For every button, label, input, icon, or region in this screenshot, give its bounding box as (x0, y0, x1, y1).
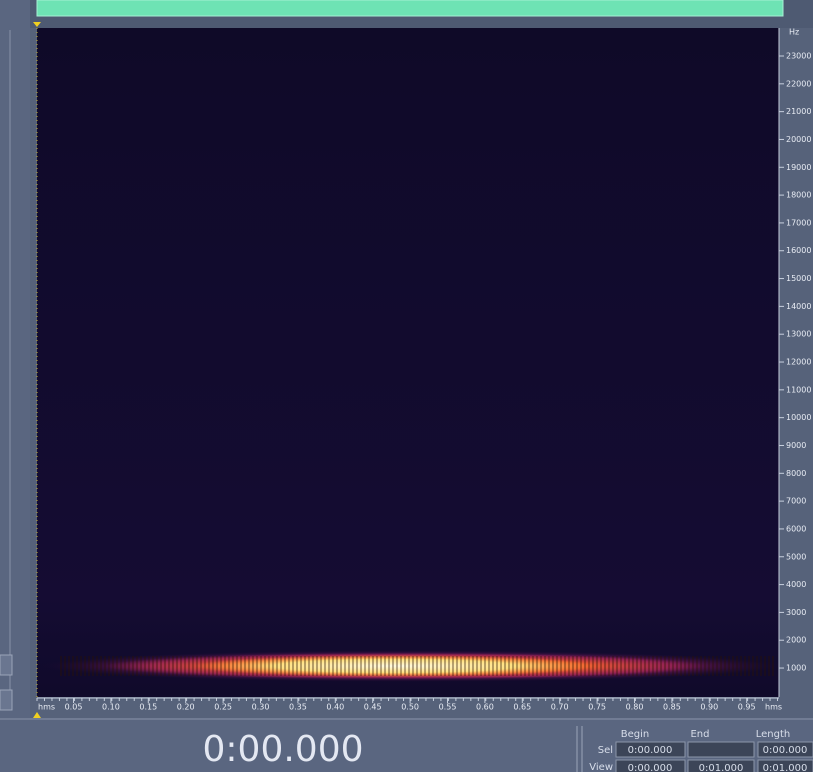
column-header: End (690, 729, 709, 740)
sel-length-field[interactable] (757, 741, 813, 758)
time-label: 0.25 (214, 703, 232, 712)
frequency-unit: Hz (789, 28, 799, 37)
frequency-ticks: 23000 22000 21000 20000 19000 18000 17000 16000… (779, 52, 811, 673)
side-button[interactable] (0, 689, 13, 711)
frequency-label: 2000 (786, 636, 806, 645)
frequency-label: 15000 (786, 274, 811, 283)
time-label: 0.50 (401, 703, 419, 712)
frequency-label: 5000 (786, 552, 806, 561)
time-label: 0.05 (65, 703, 83, 712)
frequency-label: 17000 (786, 218, 811, 227)
time-label: 0.60 (476, 703, 494, 712)
side-panel (0, 0, 30, 718)
spectrogram (37, 28, 779, 697)
frequency-label: 9000 (786, 441, 806, 450)
time-ticks: 0.05 0.10 0.15 0.20 0.25 0.30 0.35 0.40 0.45 0.50… (36, 698, 779, 712)
side-button[interactable] (0, 654, 13, 676)
sel-begin: 0:00.000 (628, 745, 673, 756)
marker (33, 22, 41, 27)
time-label: 0.40 (326, 703, 344, 712)
view-end: 0:01.000 (699, 763, 744, 772)
frequency-label: 20000 (786, 135, 811, 144)
view-begin: 0:00.000 (628, 763, 673, 772)
frequency-label: 16000 (786, 246, 811, 255)
frequency-label: 21000 (786, 107, 811, 116)
frequency-label: 13000 (786, 330, 811, 339)
time-label: 0.80 (626, 703, 644, 712)
time-label: 0.70 (551, 703, 569, 712)
frequency-axis (779, 28, 813, 697)
energy-texture (60, 656, 775, 676)
time-label: 0.85 (663, 703, 681, 712)
time-label: 0.20 (177, 703, 195, 712)
time-label: 0.30 (252, 703, 270, 712)
column-header: Length (756, 729, 791, 740)
frequency-label: 23000 (786, 52, 811, 61)
sel-begin-field[interactable] (615, 741, 686, 758)
time-label: 0.15 (139, 703, 157, 712)
time-unit: hms (765, 703, 782, 712)
time-label: 0.90 (700, 703, 718, 712)
time-label: 0.45 (364, 703, 382, 712)
spectrogram-noise (37, 28, 779, 697)
frequency-label: 8000 (786, 469, 806, 478)
frequency-label: 19000 (786, 163, 811, 172)
frequency-label: 12000 (786, 358, 811, 367)
frequency-label: 3000 (786, 608, 806, 617)
sel-length: 0:00.000 (763, 745, 808, 756)
sel-end-field[interactable] (687, 741, 755, 758)
time-label: 0.10 (102, 703, 120, 712)
time-axis (37, 697, 813, 718)
time-label: 0.65 (513, 703, 531, 712)
frequency-label: 7000 (786, 497, 806, 506)
overview-bar[interactable] (36, 0, 784, 17)
marker (33, 712, 41, 718)
view-begin-field[interactable] (615, 759, 686, 772)
view-end-field[interactable] (687, 759, 755, 772)
frequency-label: 22000 (786, 79, 811, 88)
time-label: 0.55 (439, 703, 457, 712)
frequency-label: 11000 (786, 385, 811, 394)
time-label: 0.35 (289, 703, 307, 712)
frequency-label: 1000 (786, 664, 806, 673)
frequency-label: 4000 (786, 580, 806, 589)
view-length-field[interactable] (757, 759, 813, 772)
frequency-label: 14000 (786, 302, 811, 311)
column-header: Begin (621, 729, 649, 740)
time-label: 0.95 (738, 703, 756, 712)
frequency-label: 6000 (786, 524, 806, 533)
frequency-label: 18000 (786, 191, 811, 200)
view-length: 0:01.000 (763, 763, 808, 772)
time-unit: hms (38, 703, 55, 712)
row-label: View (589, 762, 613, 772)
time-label: 0.75 (588, 703, 606, 712)
frequency-label: 10000 (786, 413, 811, 422)
row-label: Sel (598, 745, 613, 756)
time-display: 0:00.000 (203, 729, 364, 770)
